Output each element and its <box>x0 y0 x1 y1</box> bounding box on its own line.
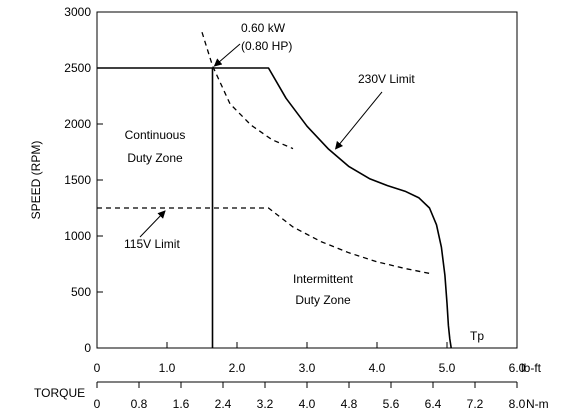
limit-230v-arrow <box>334 91 383 150</box>
x-axis-nm: 0 0.8 1.6 2.4 3.2 4.0 4.8 5.6 6.4 7.2 8.0 <box>94 381 526 411</box>
series-layer <box>97 32 452 349</box>
continuous-zone-line1: Continuous <box>125 128 186 142</box>
x-axis-nm-unit: N-m <box>526 397 549 411</box>
y-axis: 0 500 1000 1500 2000 2500 3000 <box>64 5 103 355</box>
label-115v-limit: 115V Limit <box>124 237 180 251</box>
x-axis-lbft: 0 1.0 2.0 3.0 4.0 5.0 6.0 <box>94 342 526 375</box>
series-power-curve <box>201 32 294 150</box>
y-tick-label: 2000 <box>64 117 91 131</box>
intermittent-zone-line1: Intermittent <box>293 272 354 286</box>
continuous-zone-line2: Duty Zone <box>127 151 183 165</box>
label-230v-limit: 230V Limit <box>358 72 415 86</box>
x-tick-label: 5.0 <box>439 361 456 375</box>
series-limit-115v <box>97 207 434 275</box>
x2-tick-label: 3.2 <box>257 397 274 411</box>
x-tick-label: 2.0 <box>229 361 246 375</box>
y-tick-label: 3000 <box>64 5 91 19</box>
x2-tick-label: 7.2 <box>467 397 484 411</box>
x2-tick-label: 2.4 <box>215 397 232 411</box>
x-axis-nm-title: TORQUE <box>34 386 85 400</box>
y-tick-label: 1000 <box>64 229 91 243</box>
x2-tick-label: 0.8 <box>131 397 148 411</box>
x-tick-label: 4.0 <box>369 361 386 375</box>
x2-tick-label: 8.0 <box>509 397 526 411</box>
series-limit-230v <box>212 67 452 349</box>
x2-tick-label: 0 <box>94 397 101 411</box>
y-tick-label: 0 <box>84 341 91 355</box>
x2-tick-label: 4.8 <box>341 397 358 411</box>
limit-115v-arrow <box>139 210 166 238</box>
x2-tick-label: 5.6 <box>383 397 400 411</box>
power-rating-line1: 0.60 kW <box>241 21 286 35</box>
annotation-layer <box>139 43 383 238</box>
y-tick-label: 1500 <box>64 173 91 187</box>
x2-tick-label: 1.6 <box>173 397 190 411</box>
y-tick-label: 500 <box>71 285 91 299</box>
power-rating-arrow <box>213 43 241 67</box>
y-tick-label: 2500 <box>64 61 91 75</box>
power-rating-line2: (0.80 HP) <box>241 39 292 53</box>
y-axis-title: SPEED (RPM) <box>29 141 43 220</box>
x2-tick-label: 4.0 <box>299 397 316 411</box>
x-tick-label: 1.0 <box>159 361 176 375</box>
x-tick-label: 3.0 <box>299 361 316 375</box>
x-tick-label: 6.0 <box>509 361 526 375</box>
x2-tick-label: 6.4 <box>425 397 442 411</box>
tp-label: Tp <box>470 329 484 343</box>
intermittent-zone-line2: Duty Zone <box>295 293 351 307</box>
x-axis-lbft-unit: lb-ft <box>521 361 542 375</box>
x-tick-label: 0 <box>94 361 101 375</box>
